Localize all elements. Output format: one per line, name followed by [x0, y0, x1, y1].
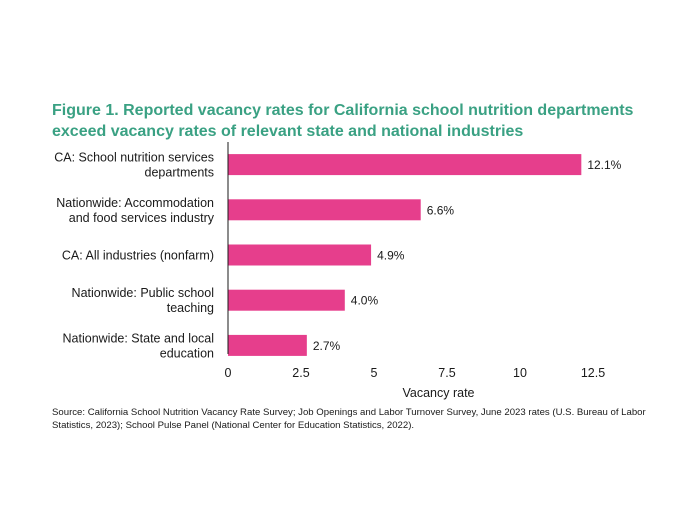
x-tick-label-1: 2.5 [292, 366, 309, 380]
value-label-4: 2.7% [313, 339, 341, 353]
chart-title-line-2: exceed vacancy rates of relevant state a… [52, 123, 524, 140]
bar-1 [228, 199, 421, 221]
chart-title: Figure 1. Reported vacancy rates for Cal… [52, 100, 672, 142]
category-label-2: CA: All industries (nonfarm) [62, 249, 214, 263]
category-label-1: Nationwide: Accommodation and food servic… [56, 196, 214, 225]
category-label-0-line-1: departments [145, 166, 214, 180]
category-label-3-line-1: teaching [167, 301, 214, 315]
bar-4 [228, 334, 307, 356]
value-label-0: 12.1% [587, 158, 621, 172]
x-tick-label-4: 10 [513, 366, 527, 380]
value-label-2: 4.9% [377, 249, 405, 263]
bar-0 [228, 154, 582, 176]
bar-3 [228, 289, 345, 311]
x-tick-label-3: 7.5 [438, 366, 455, 380]
x-tick-label-0: 0 [225, 366, 232, 380]
category-label-4-line-1: education [160, 346, 214, 360]
x-tick-label-5: 12.5 [581, 366, 605, 380]
source-note: Source: California School Nutrition Vaca… [52, 407, 646, 431]
bar-2 [228, 244, 372, 266]
category-label-0-line-0: CA: School nutrition services [54, 151, 214, 165]
x-tick-label-2: 5 [371, 366, 378, 380]
chart-title-line-1: Figure 1. Reported vacancy rates for Cal… [52, 102, 634, 119]
category-label-4-line-0: Nationwide: State and local [63, 331, 214, 345]
category-label-2-line-0: CA: All industries (nonfarm) [62, 249, 214, 263]
x-axis-title: Vacancy rate [402, 386, 474, 400]
category-label-3: Nationwide: Public school teaching [72, 286, 214, 315]
category-label-3-line-0: Nationwide: Public school [72, 286, 214, 300]
value-label-1: 6.6% [427, 203, 455, 217]
value-label-3: 4.0% [351, 294, 379, 308]
category-label-4: Nationwide: State and local education [63, 331, 215, 360]
category-label-1-line-0: Nationwide: Accommodation [56, 196, 214, 210]
category-label-1-line-1: and food services industry [69, 211, 215, 225]
category-label-0: CA: School nutrition services departments [54, 151, 214, 180]
